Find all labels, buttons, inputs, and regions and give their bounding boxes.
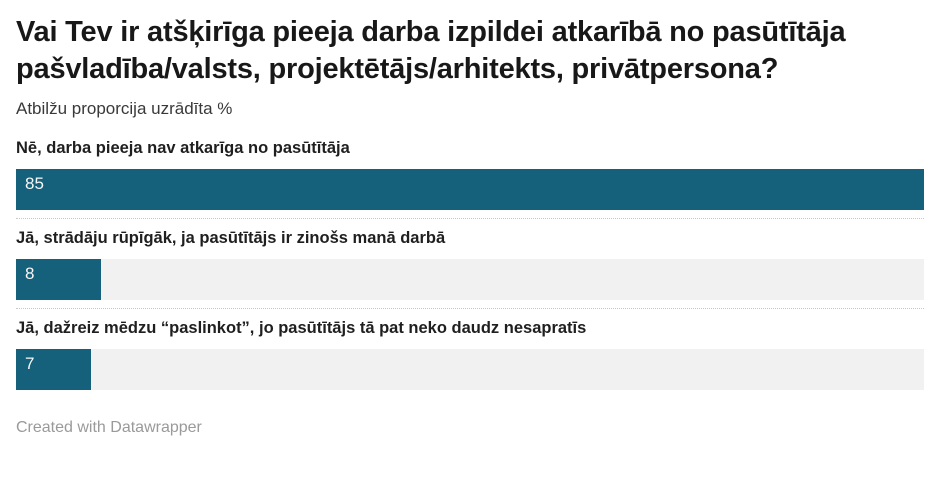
bar-category-label: Jā, strādāju rūpīgāk, ja pasūtītājs ir z… <box>16 229 446 247</box>
bar-chart-body: Nē, darba pieeja nav atkarīga no pasūtīt… <box>16 139 924 390</box>
bar-category-label: Jā, dažreiz mēdzu “paslinkot”, jo pasūtī… <box>16 319 587 337</box>
bar-row: Jā, dažreiz mēdzu “paslinkot”, jo pasūtī… <box>16 319 924 390</box>
bar-category-label: Nē, darba pieeja nav atkarīga no pasūtīt… <box>16 139 350 157</box>
row-separator <box>16 218 924 219</box>
bar-value-label: 85 <box>25 174 44 193</box>
bar-row: Jā, strādāju rūpīgāk, ja pasūtītājs ir z… <box>16 229 924 309</box>
bar-fill: 85 <box>16 169 924 210</box>
bar-track: 85 <box>16 169 924 210</box>
bar-value-label: 8 <box>25 264 35 283</box>
datawrapper-credit-link[interactable]: Created with Datawrapper <box>16 419 202 436</box>
bar-value-label: 7 <box>25 354 35 373</box>
bar-fill: 7 <box>16 349 91 390</box>
bar-track: 7 <box>16 349 924 390</box>
bar-fill: 8 <box>16 259 102 300</box>
row-separator <box>16 308 924 309</box>
chart-subtitle: Atbilžu proporcija uzrādīta % <box>16 99 233 118</box>
bar-row: Nē, darba pieeja nav atkarīga no pasūtīt… <box>16 139 924 219</box>
bar-track: 8 <box>16 259 924 300</box>
chart-title: Vai Tev ir atšķirīga pieeja darba izpild… <box>16 16 846 85</box>
chart-container: Vai Tev ir atšķirīga pieeja darba izpild… <box>16 16 924 437</box>
chart-footer: Created with Datawrapper <box>16 419 924 437</box>
